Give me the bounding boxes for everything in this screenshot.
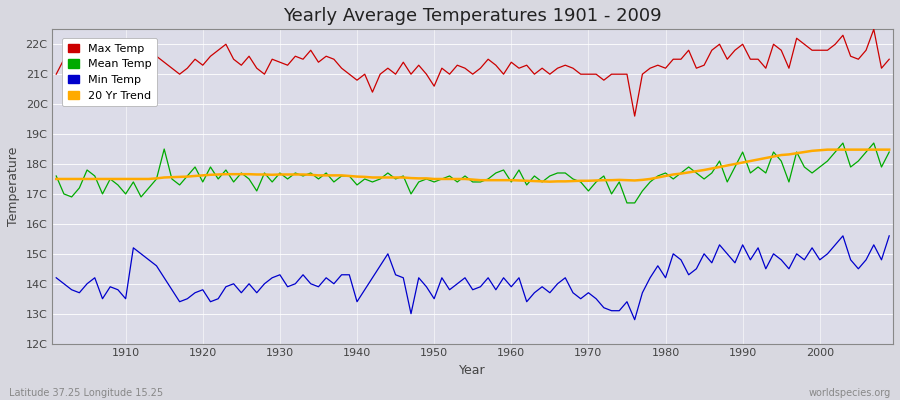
Y-axis label: Temperature: Temperature [7,147,20,226]
Legend: Max Temp, Mean Temp, Min Temp, 20 Yr Trend: Max Temp, Mean Temp, Min Temp, 20 Yr Tre… [62,38,157,106]
Text: Latitude 37.25 Longitude 15.25: Latitude 37.25 Longitude 15.25 [9,388,163,398]
Text: worldspecies.org: worldspecies.org [809,388,891,398]
X-axis label: Year: Year [459,364,486,377]
Title: Yearly Average Temperatures 1901 - 2009: Yearly Average Temperatures 1901 - 2009 [284,7,662,25]
